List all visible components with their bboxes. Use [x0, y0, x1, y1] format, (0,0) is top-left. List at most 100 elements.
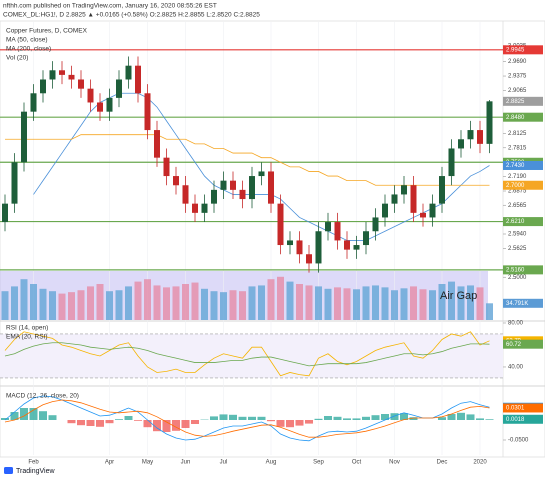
histogram-bar — [86, 420, 95, 426]
value-box — [503, 414, 543, 424]
x-tick-label: Nov — [389, 460, 400, 466]
volume-bar — [457, 286, 465, 320]
candle-body — [125, 65, 132, 80]
histogram-bar — [333, 416, 342, 420]
histogram-bar — [115, 419, 123, 420]
candle-body — [467, 130, 474, 140]
candle-body — [239, 189, 246, 200]
histogram-bar — [248, 416, 256, 420]
volume-bar — [277, 276, 284, 320]
volume-bar — [172, 286, 180, 320]
volume-bar — [125, 286, 132, 320]
volume-bar — [58, 293, 66, 320]
y-tick-label: -0.0500 — [508, 438, 529, 444]
candle-body — [458, 139, 464, 149]
value-box-label: 0.0301 — [506, 406, 525, 412]
candle-body — [401, 185, 407, 195]
value-box — [503, 45, 543, 55]
histogram-bar — [476, 418, 484, 420]
volume-bar — [229, 290, 237, 320]
value-box-label: 2.5160 — [506, 267, 525, 273]
volume-bar — [96, 284, 104, 320]
candle-body — [420, 212, 426, 218]
value-box — [503, 217, 543, 227]
histogram-bar — [20, 408, 28, 420]
candle-body — [334, 222, 341, 241]
candle-body — [135, 65, 141, 94]
y-tick-label: 80.00 — [508, 321, 524, 327]
candle-body — [59, 70, 65, 75]
y-tick-label: 2.5940 — [508, 232, 527, 238]
y-tick-label: 2.8125 — [508, 131, 527, 137]
legend-title: MACD (12, 26, close, 20) — [6, 393, 79, 400]
volume-bar — [305, 285, 313, 320]
histogram-bar — [238, 416, 247, 420]
histogram-bar — [295, 420, 304, 426]
volume-bar — [334, 287, 341, 320]
candle-body — [106, 97, 113, 112]
value-box-label: 60.72 — [506, 342, 522, 348]
candle-body — [382, 203, 388, 218]
volume-bar — [115, 290, 123, 320]
histogram-bar — [105, 420, 114, 424]
volume-bar — [106, 291, 113, 320]
value-box-label: 2.8825 — [506, 99, 525, 105]
volume-bar — [400, 288, 408, 320]
histogram-bar — [286, 420, 294, 428]
histogram-bar — [29, 408, 38, 420]
series-line — [5, 134, 490, 186]
volume-bar — [239, 291, 246, 320]
volume-bar — [372, 285, 379, 320]
candle-body — [21, 111, 27, 163]
volume-bar — [49, 291, 56, 320]
brand: TradingView — [16, 468, 55, 475]
histogram-bar — [210, 416, 218, 420]
histogram-bar — [447, 414, 456, 420]
candle-body — [182, 185, 189, 204]
histogram-bar — [314, 418, 323, 420]
candle-body — [268, 171, 274, 204]
rsi-band — [0, 333, 503, 378]
volume-bar — [362, 286, 370, 320]
candle-body — [211, 189, 217, 204]
volume-bar — [11, 286, 18, 320]
candle-body — [363, 231, 369, 246]
histogram-bar — [134, 420, 142, 421]
y-tick-label: 2.7190 — [508, 174, 527, 180]
candle-body — [315, 231, 322, 264]
candle-body — [116, 79, 122, 98]
series-line — [4, 342, 490, 367]
value-box — [503, 112, 543, 122]
histogram-bar — [153, 420, 161, 432]
y-tick-label: 2.5625 — [508, 246, 527, 252]
volume-bar — [353, 289, 360, 320]
histogram-bar — [77, 420, 85, 426]
value-box-label: 2.6210 — [506, 219, 525, 225]
candle-body — [11, 162, 18, 204]
legend-entry: MA (50, close) — [6, 37, 48, 44]
candle-body — [486, 101, 493, 144]
candle-body — [220, 180, 227, 190]
legend-entry: MA (200, close) — [6, 46, 51, 53]
published-line: nfthh.com published on TradingView.com, … — [3, 3, 217, 10]
histogram-bar — [162, 420, 171, 432]
volume-bar — [30, 284, 37, 320]
volume-bar — [220, 292, 227, 320]
volume-bar — [410, 286, 417, 320]
volume-bar — [391, 290, 398, 320]
y-tick-label: 2.7815 — [508, 145, 527, 151]
value-box-label: 2.9945 — [506, 47, 525, 53]
x-tick-label: Jun — [181, 460, 191, 466]
histogram-bar — [143, 420, 152, 428]
volume-bar — [315, 286, 322, 320]
volume-bar — [267, 279, 275, 320]
candle-body — [68, 74, 75, 80]
histogram-bar — [48, 415, 57, 420]
candle-body — [296, 240, 303, 255]
x-tick-label: Oct — [352, 460, 362, 466]
histogram-bar — [39, 411, 47, 420]
candle-body — [344, 240, 350, 250]
candle-body — [258, 171, 265, 177]
candle-body — [30, 93, 37, 112]
